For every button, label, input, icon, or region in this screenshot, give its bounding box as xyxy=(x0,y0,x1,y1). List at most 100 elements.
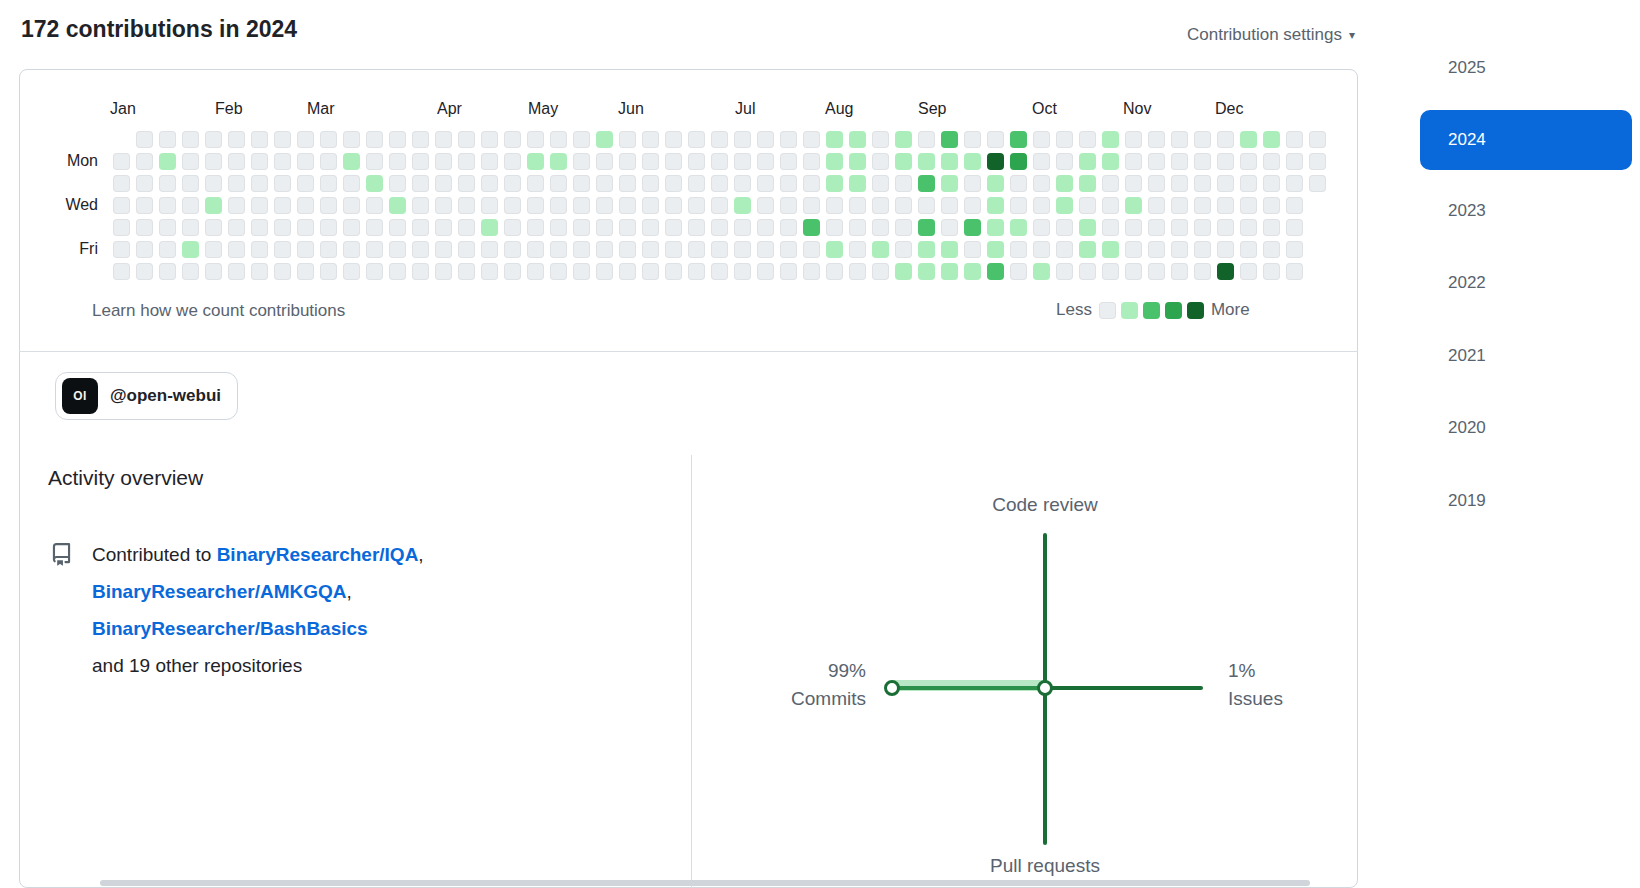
contribution-cell[interactable] xyxy=(113,197,130,214)
contribution-cell[interactable] xyxy=(573,153,590,170)
contribution-cell[interactable] xyxy=(1102,263,1119,280)
contribution-cell[interactable] xyxy=(1217,175,1234,192)
contribution-cell[interactable] xyxy=(389,241,406,258)
contribution-cell[interactable] xyxy=(711,153,728,170)
contribution-cell[interactable] xyxy=(527,219,544,236)
contribution-cell[interactable] xyxy=(642,175,659,192)
contribution-cell[interactable] xyxy=(182,263,199,280)
contribution-cell[interactable] xyxy=(113,219,130,236)
contribution-cell[interactable] xyxy=(665,197,682,214)
contribution-cell[interactable] xyxy=(941,241,958,258)
contribution-cell[interactable] xyxy=(550,131,567,148)
contribution-cell[interactable] xyxy=(481,219,498,236)
contribution-cell[interactable] xyxy=(573,241,590,258)
contribution-cell[interactable] xyxy=(527,175,544,192)
contribution-cell[interactable] xyxy=(918,153,935,170)
contribution-cell[interactable] xyxy=(642,131,659,148)
contribution-cell[interactable] xyxy=(964,219,981,236)
contribution-cell[interactable] xyxy=(826,219,843,236)
contribution-cell[interactable] xyxy=(987,219,1004,236)
contribution-cell[interactable] xyxy=(1010,241,1027,258)
contribution-cell[interactable] xyxy=(1240,175,1257,192)
contribution-cell[interactable] xyxy=(412,197,429,214)
contribution-cell[interactable] xyxy=(435,219,452,236)
contribution-cell[interactable] xyxy=(113,241,130,258)
horizontal-scrollbar-thumb[interactable] xyxy=(100,880,1310,886)
contribution-cell[interactable] xyxy=(1102,197,1119,214)
contribution-cell[interactable] xyxy=(435,175,452,192)
contribution-cell[interactable] xyxy=(596,241,613,258)
contribution-cell[interactable] xyxy=(964,153,981,170)
contribution-cell[interactable] xyxy=(1309,131,1326,148)
contribution-cell[interactable] xyxy=(895,219,912,236)
contribution-cell[interactable] xyxy=(228,175,245,192)
contribution-cell[interactable] xyxy=(596,175,613,192)
contribution-cell[interactable] xyxy=(757,131,774,148)
contribution-cell[interactable] xyxy=(757,197,774,214)
contribution-cell[interactable] xyxy=(619,175,636,192)
contribution-cell[interactable] xyxy=(182,219,199,236)
contribution-cell[interactable] xyxy=(297,153,314,170)
contribution-cell[interactable] xyxy=(711,197,728,214)
contribution-cell[interactable] xyxy=(343,153,360,170)
contribution-cell[interactable] xyxy=(228,197,245,214)
contribution-cell[interactable] xyxy=(274,153,291,170)
contribution-cell[interactable] xyxy=(1217,263,1234,280)
contribution-cell[interactable] xyxy=(665,131,682,148)
contribution-cell[interactable] xyxy=(1125,263,1142,280)
contribution-cell[interactable] xyxy=(1217,241,1234,258)
contribution-cell[interactable] xyxy=(458,175,475,192)
year-item-2024[interactable]: 2024 xyxy=(1420,110,1632,170)
contribution-cell[interactable] xyxy=(1240,241,1257,258)
contribution-cell[interactable] xyxy=(941,175,958,192)
contribution-cell[interactable] xyxy=(1125,241,1142,258)
contribution-cell[interactable] xyxy=(711,131,728,148)
contribution-cell[interactable] xyxy=(1240,131,1257,148)
contribution-cell[interactable] xyxy=(619,263,636,280)
contribution-cell[interactable] xyxy=(964,131,981,148)
contribution-cell[interactable] xyxy=(1171,153,1188,170)
contribution-cell[interactable] xyxy=(481,197,498,214)
contribution-cell[interactable] xyxy=(1263,153,1280,170)
contribution-cell[interactable] xyxy=(1194,219,1211,236)
contribution-cell[interactable] xyxy=(826,241,843,258)
contribution-cell[interactable] xyxy=(1056,263,1073,280)
contribution-cell[interactable] xyxy=(918,175,935,192)
contribution-cell[interactable] xyxy=(665,153,682,170)
contribution-cell[interactable] xyxy=(527,197,544,214)
contribution-cell[interactable] xyxy=(136,197,153,214)
repo-link-bashbasics[interactable]: BinaryResearcher/BashBasics xyxy=(92,618,368,639)
contribution-cell[interactable] xyxy=(1056,219,1073,236)
contribution-cell[interactable] xyxy=(918,219,935,236)
year-item-2021[interactable]: 2021 xyxy=(1420,344,1632,368)
contribution-cell[interactable] xyxy=(504,241,521,258)
contribution-cell[interactable] xyxy=(688,219,705,236)
contribution-cell[interactable] xyxy=(1240,219,1257,236)
contribution-cell[interactable] xyxy=(550,263,567,280)
contribution-cell[interactable] xyxy=(849,197,866,214)
contribution-cell[interactable] xyxy=(1263,219,1280,236)
contribution-cell[interactable] xyxy=(458,241,475,258)
contribution-cell[interactable] xyxy=(320,241,337,258)
contribution-cell[interactable] xyxy=(343,197,360,214)
contribution-cell[interactable] xyxy=(1148,175,1165,192)
contribution-cell[interactable] xyxy=(159,263,176,280)
contribution-cell[interactable] xyxy=(619,131,636,148)
contribution-cell[interactable] xyxy=(1194,131,1211,148)
contribution-cell[interactable] xyxy=(297,131,314,148)
contribution-cell[interactable] xyxy=(803,219,820,236)
contribution-cell[interactable] xyxy=(757,219,774,236)
contribution-cell[interactable] xyxy=(1263,263,1280,280)
contribution-cell[interactable] xyxy=(1079,263,1096,280)
contribution-cell[interactable] xyxy=(205,131,222,148)
contribution-cell[interactable] xyxy=(1240,197,1257,214)
contribution-cell[interactable] xyxy=(964,241,981,258)
contribution-cell[interactable] xyxy=(1240,263,1257,280)
contribution-cell[interactable] xyxy=(895,153,912,170)
contribution-cell[interactable] xyxy=(1286,197,1303,214)
contribution-cell[interactable] xyxy=(274,241,291,258)
contribution-cell[interactable] xyxy=(159,197,176,214)
contribution-cell[interactable] xyxy=(849,263,866,280)
contribution-cell[interactable] xyxy=(1263,131,1280,148)
contribution-cell[interactable] xyxy=(113,263,130,280)
